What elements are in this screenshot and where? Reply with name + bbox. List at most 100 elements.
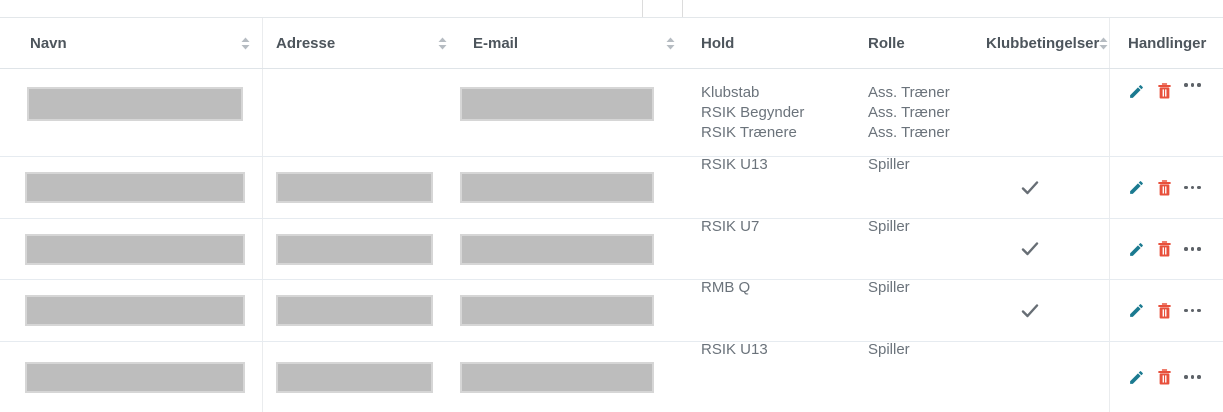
email-cell [460,280,690,341]
rolle-value: Spiller [868,156,910,173]
adresse-cell [263,280,460,341]
navn-cell [0,157,263,218]
sort-icon[interactable] [438,37,447,50]
hold-cell: RSIK U13 [690,157,857,218]
cutoff-element-right-edge [682,0,683,17]
rolle-cell: Spiller [857,157,975,218]
navn-cell [0,342,263,412]
pencil-icon [1128,83,1145,100]
email-cell [460,219,690,279]
table-row: RSIK U13 Spiller [0,342,1223,412]
more-actions-button[interactable] [1184,247,1201,251]
column-label-hold: Hold [701,34,735,52]
adresse-redaction-block [276,172,433,203]
sort-icon[interactable] [666,37,675,50]
more-actions-button[interactable] [1184,375,1201,379]
email-redaction-block [460,361,654,393]
sort-icon[interactable] [1099,37,1108,50]
hold-value: RSIK U13 [701,341,768,358]
column-header-navn[interactable]: Navn [0,18,263,68]
trash-icon [1158,302,1171,319]
more-actions-button[interactable] [1184,83,1201,87]
navn-redaction-block [25,172,245,203]
column-label-rolle: Rolle [868,34,905,52]
navn-redaction-block [25,295,245,326]
handlinger-cell [1110,342,1223,412]
navn-cell [0,219,263,279]
pencil-icon [1128,369,1145,386]
check-icon [1021,242,1039,256]
table-row: RSIK U7 Spiller [0,219,1223,280]
edit-button[interactable] [1128,369,1145,386]
sort-icon[interactable] [241,37,250,50]
ellipsis-icon [1184,83,1201,87]
email-cell [460,69,690,156]
rolle-value: Ass. Træner [868,84,950,101]
edit-button[interactable] [1128,302,1145,319]
ellipsis-icon [1184,185,1201,190]
column-header-adresse[interactable]: Adresse [263,18,460,68]
hold-value: RMB Q [701,279,751,296]
column-header-hold: Hold [690,18,857,68]
email-redaction-block [460,172,654,203]
adresse-redaction-block [276,361,433,393]
delete-button[interactable] [1158,302,1171,319]
column-label-klubbetingelser: Klubbetingelser [986,34,1100,52]
pencil-icon [1128,302,1145,319]
hold-cell: RSIK U7 [690,219,857,279]
navn-cell [0,69,263,156]
table-row: Klubstab RSIK Begynder RSIK Trænere Ass. Tr… [0,69,1223,157]
adresse-redaction-block [276,295,433,326]
column-label-email: E-mail [473,34,519,52]
hold-value: RSIK Trænere [701,124,797,141]
hold-cell: Klubstab RSIK Begynder RSIK Trænere [690,69,857,156]
column-header-email[interactable]: E-mail [460,18,690,68]
handlinger-cell [1110,280,1223,341]
hold-value: RSIK Begynder [701,104,805,121]
edit-button[interactable] [1128,83,1145,100]
hold-value: RSIK U7 [701,218,760,235]
hold-cell: RMB Q [690,280,857,341]
klubbetingelser-cell [975,69,1110,156]
adresse-cell [263,219,460,279]
handlinger-cell [1110,69,1223,156]
edit-button[interactable] [1128,179,1145,196]
trash-icon [1158,179,1171,196]
edit-button[interactable] [1128,241,1145,258]
table-body: Klubstab RSIK Begynder RSIK Trænere Ass. Tr… [0,69,1223,412]
rolle-value: Spiller [868,279,910,296]
ellipsis-icon [1184,247,1201,251]
email-redaction-block [460,295,654,326]
email-cell [460,342,690,412]
pencil-icon [1128,241,1145,258]
klubbetingelser-cell [975,219,1110,279]
navn-redaction-block [25,361,245,393]
hold-value: Klubstab [701,84,760,101]
delete-button[interactable] [1158,241,1171,257]
trash-icon [1158,369,1171,385]
column-label-handlinger: Handlinger [1128,34,1207,52]
navn-redaction-block [27,87,243,121]
rolle-cell: Spiller [857,342,975,412]
members-table: Navn Adresse E-mail Hold Rolle Klubbetin… [0,17,1223,412]
delete-button[interactable] [1158,83,1171,99]
more-actions-button[interactable] [1184,308,1201,313]
check-icon [1021,180,1039,195]
klubbetingelser-cell [975,280,1110,341]
more-actions-button[interactable] [1184,185,1201,190]
pencil-icon [1128,179,1145,196]
klubbetingelser-cell [975,157,1110,218]
hold-cell: RSIK U13 [690,342,857,412]
table-row: RMB Q Spiller [0,280,1223,342]
adresse-cell [263,69,460,156]
delete-button[interactable] [1158,179,1171,196]
handlinger-cell [1110,219,1223,279]
ellipsis-icon [1184,375,1201,379]
adresse-redaction-block [276,233,433,265]
hold-value: RSIK U13 [701,156,768,173]
klubbetingelser-cell [975,342,1110,412]
delete-button[interactable] [1158,369,1171,385]
column-header-klubbetingelser[interactable]: Klubbetingelser [975,18,1110,68]
table-row: RSIK U13 Spiller [0,157,1223,219]
check-icon [1021,303,1039,318]
